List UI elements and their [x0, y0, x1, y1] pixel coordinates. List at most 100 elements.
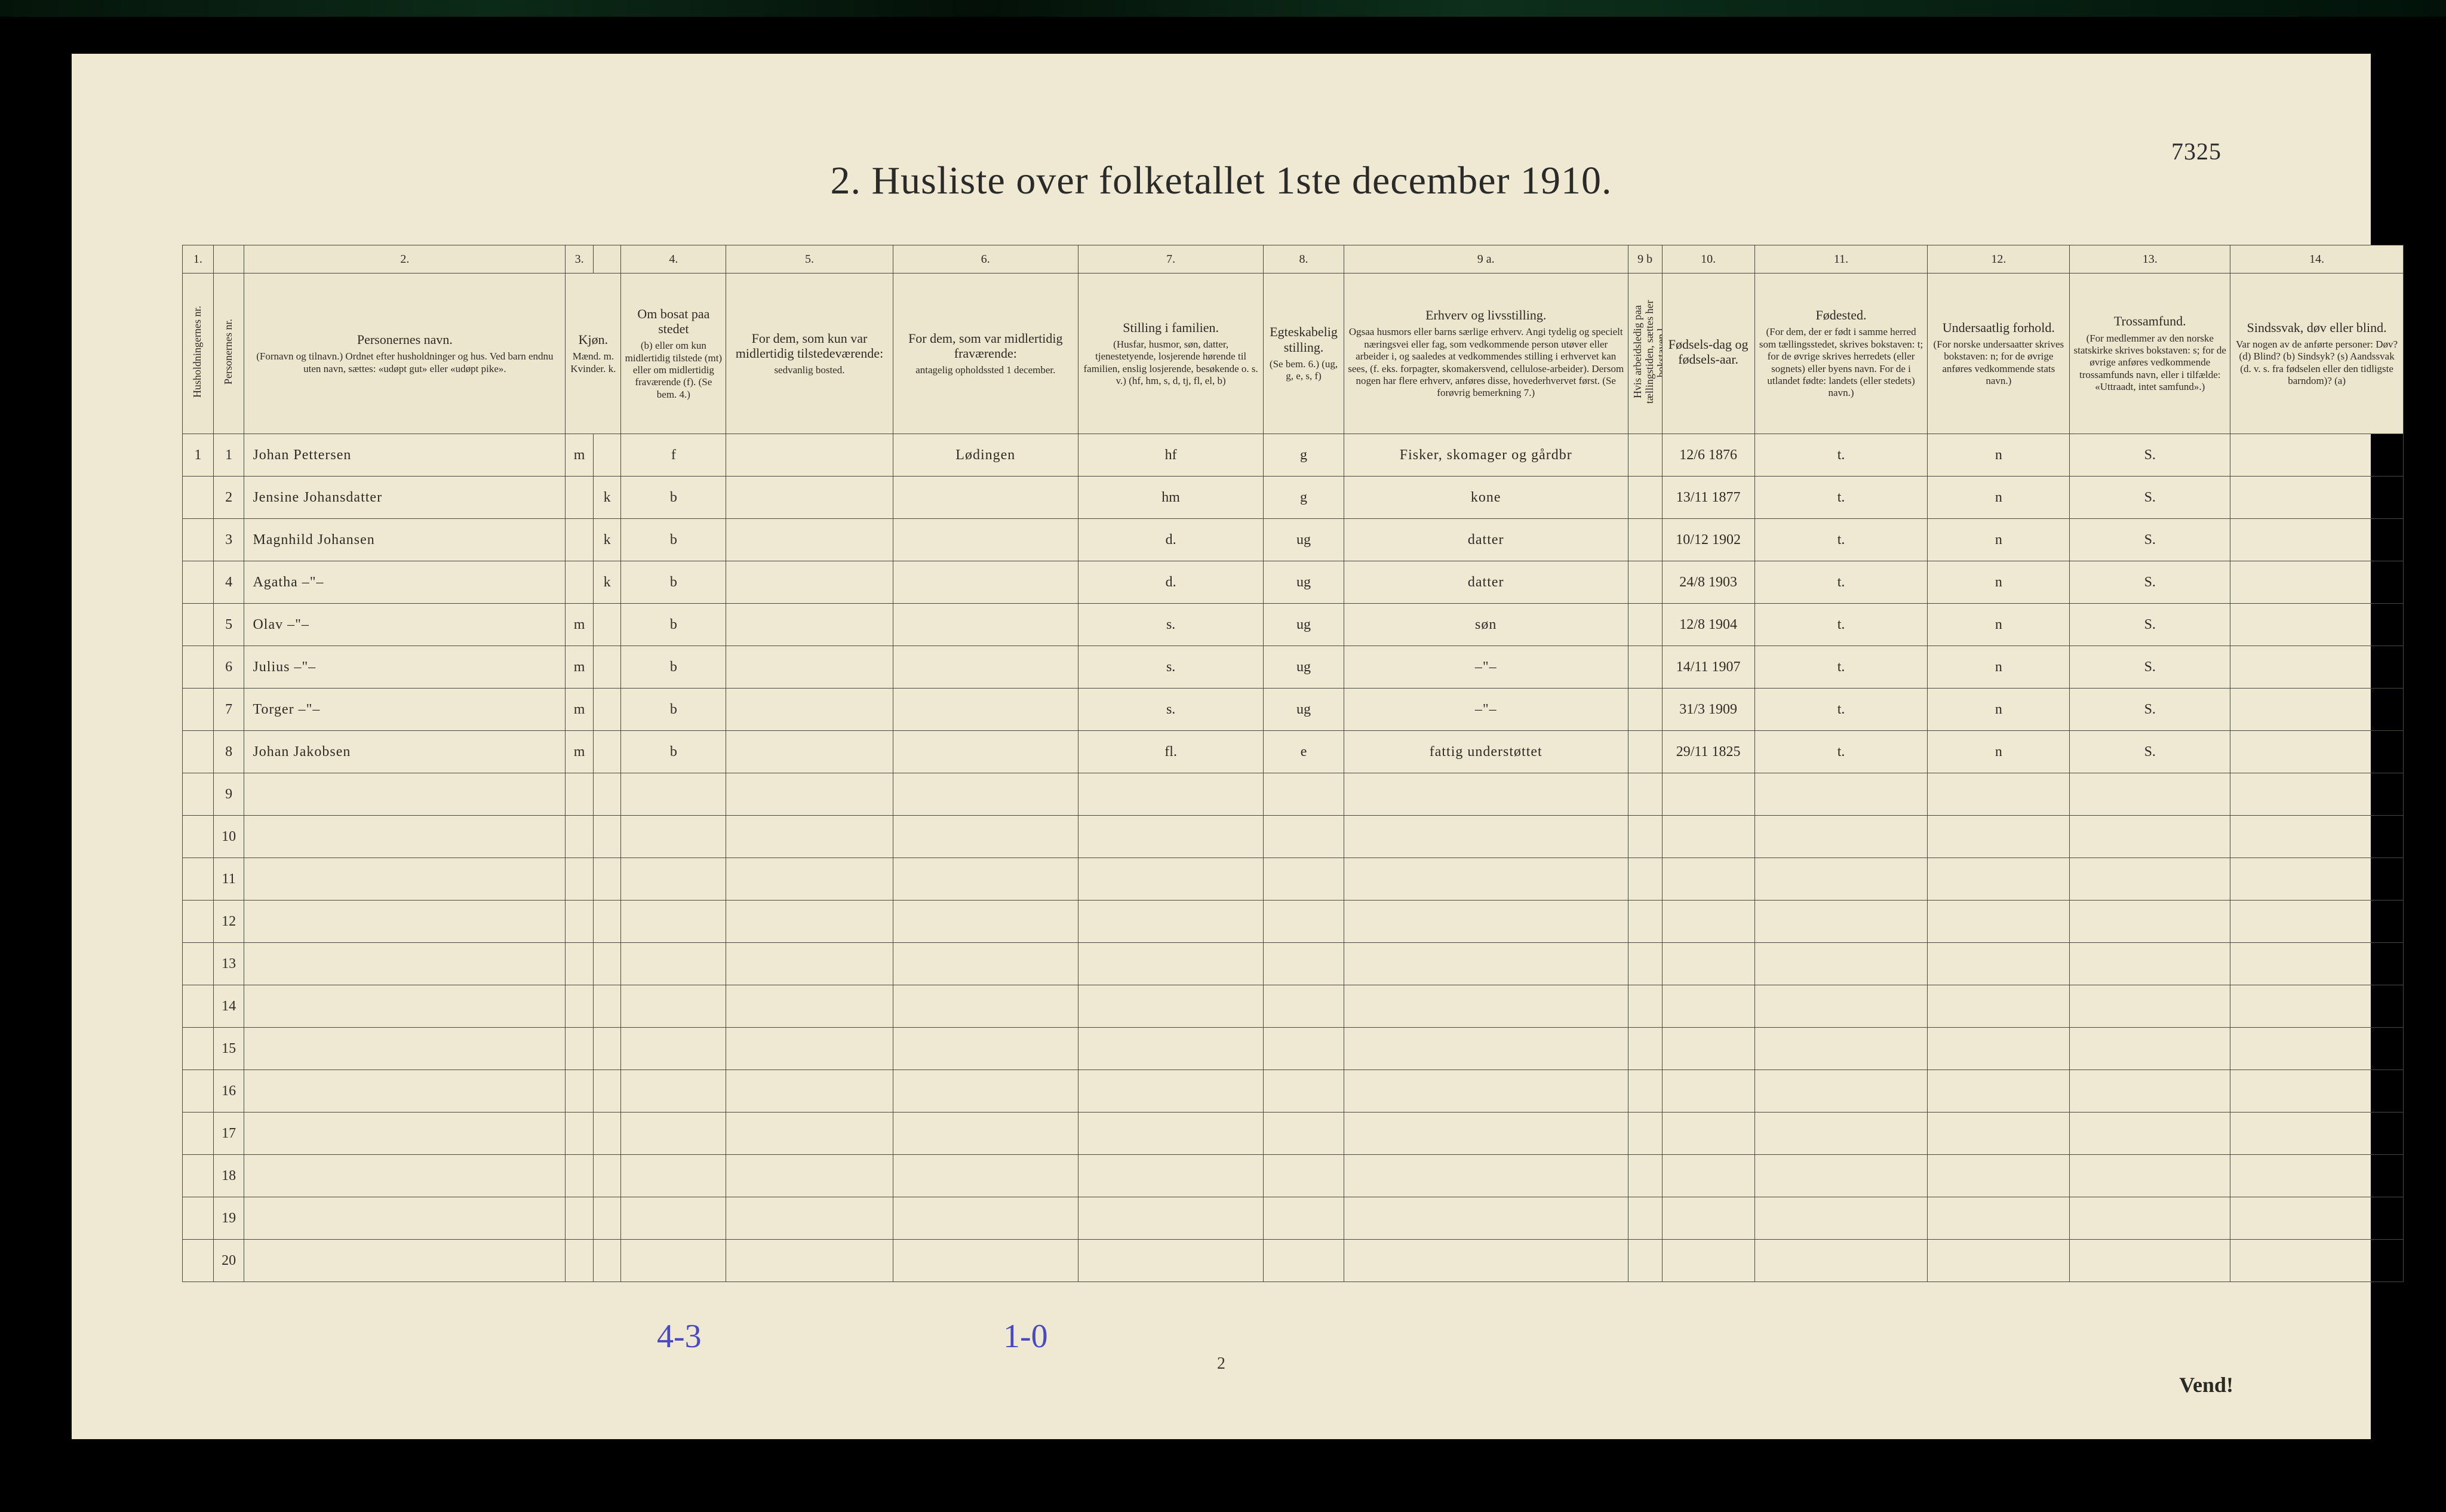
religion-cell [2070, 1113, 2230, 1155]
occupation-cell [1344, 985, 1628, 1028]
birthdate-cell [1662, 901, 1754, 943]
person-nr-cell: 4 [213, 561, 244, 604]
temp-present-cell [726, 816, 893, 858]
table-header: 1. 2. 3. 4. 5. 6. 7. 8. 9 a. 9 b 10. 11. [183, 245, 2404, 434]
birthdate-cell: 13/11 1877 [1662, 477, 1754, 519]
unemployed-cell [1628, 1155, 1662, 1197]
sex-m-cell: m [566, 434, 594, 477]
marital-cell [1264, 1240, 1344, 1282]
sex-k-cell [593, 689, 621, 731]
nationality-cell: n [1928, 646, 2070, 689]
marital-cell: e [1264, 731, 1344, 773]
temp-present-cell [726, 858, 893, 901]
table-row: 13 [183, 943, 2404, 985]
birthplace-cell [1754, 1028, 1928, 1070]
colnum-6: 6. [893, 245, 1078, 273]
person-nr-cell: 17 [213, 1113, 244, 1155]
temp-present-cell [726, 731, 893, 773]
temp-present-cell [726, 477, 893, 519]
birthplace-cell [1754, 1155, 1928, 1197]
person-nr-cell: 20 [213, 1240, 244, 1282]
residence-cell: b [621, 519, 726, 561]
birthdate-cell: 10/12 1902 [1662, 519, 1754, 561]
family-pos-cell: hf [1078, 434, 1263, 477]
sex-k-cell: k [593, 477, 621, 519]
table-row: 17 [183, 1113, 2404, 1155]
sex-k-cell: k [593, 561, 621, 604]
nationality-cell: n [1928, 561, 2070, 604]
scan-frame: 7325 2. Husliste over folketallet 1ste d… [0, 0, 2446, 1512]
family-pos-cell [1078, 858, 1263, 901]
occupation-cell [1344, 816, 1628, 858]
sex-k-cell [593, 646, 621, 689]
unemployed-cell [1628, 1113, 1662, 1155]
tally-annotation-left: 4-3 [657, 1317, 702, 1356]
unemployed-cell [1628, 434, 1662, 477]
sex-k-cell [593, 1070, 621, 1113]
colnum-14: 14. [2230, 245, 2404, 273]
temp-absent-cell [893, 1070, 1078, 1113]
birthplace-cell [1754, 1070, 1928, 1113]
person-nr-cell: 3 [213, 519, 244, 561]
household-nr-cell [183, 519, 214, 561]
birthdate-cell [1662, 1155, 1754, 1197]
sex-m-cell [566, 773, 594, 816]
colnum-10: 10. [1662, 245, 1754, 273]
sex-m-cell [566, 1240, 594, 1282]
occupation-cell [1344, 858, 1628, 901]
temp-absent-cell [893, 1113, 1078, 1155]
occupation-cell: kone [1344, 477, 1628, 519]
family-pos-cell: d. [1078, 561, 1263, 604]
birthplace-cell [1754, 1240, 1928, 1282]
person-nr-cell: 7 [213, 689, 244, 731]
sex-k-cell [593, 731, 621, 773]
census-table: 1. 2. 3. 4. 5. 6. 7. 8. 9 a. 9 b 10. 11. [182, 245, 2404, 1282]
hdr-birthdate: Fødsels-dag og fødsels-aar. [1662, 273, 1754, 434]
family-pos-cell: s. [1078, 646, 1263, 689]
unemployed-cell [1628, 689, 1662, 731]
birthdate-cell: 29/11 1825 [1662, 731, 1754, 773]
name-cell [244, 1028, 566, 1070]
sex-m-cell [566, 477, 594, 519]
hdr-sex: Kjøn. Mænd. m. Kvinder. k. [566, 273, 621, 434]
colnum-4: 4. [621, 245, 726, 273]
hdr-religion: Trossamfund. (For medlemmer av den norsk… [2070, 273, 2230, 434]
residence-cell: b [621, 477, 726, 519]
sex-k-cell [593, 985, 621, 1028]
disability-cell [2230, 1197, 2404, 1240]
sex-m-cell: m [566, 689, 594, 731]
marital-cell [1264, 1113, 1344, 1155]
family-pos-cell [1078, 1070, 1263, 1113]
unemployed-cell [1628, 858, 1662, 901]
unemployed-cell [1628, 773, 1662, 816]
birthdate-cell [1662, 816, 1754, 858]
colnum-7: 7. [1078, 245, 1263, 273]
religion-cell: S. [2070, 434, 2230, 477]
household-nr-cell [183, 689, 214, 731]
temp-absent-cell [893, 1028, 1078, 1070]
temp-absent-cell [893, 731, 1078, 773]
residence-cell [621, 1155, 726, 1197]
sex-m-cell [566, 816, 594, 858]
unemployed-cell [1628, 901, 1662, 943]
name-cell [244, 1240, 566, 1282]
marital-cell [1264, 943, 1344, 985]
temp-absent-cell [893, 1240, 1078, 1282]
footer-page-number: 2 [1217, 1354, 1225, 1373]
hdr-marital: Egteskabelig stilling. (Se bem. 6.) (ug,… [1264, 273, 1344, 434]
birthdate-cell [1662, 1070, 1754, 1113]
birthplace-cell [1754, 1113, 1928, 1155]
disability-cell [2230, 1113, 2404, 1155]
birthplace-cell [1754, 816, 1928, 858]
birthplace-cell [1754, 1197, 1928, 1240]
person-nr-cell: 1 [213, 434, 244, 477]
person-nr-cell: 12 [213, 901, 244, 943]
religion-cell [2070, 1070, 2230, 1113]
residence-cell: b [621, 561, 726, 604]
hdr-residence: Om bosat paa stedet (b) eller om kun mid… [621, 273, 726, 434]
birthplace-cell: t. [1754, 604, 1928, 646]
person-nr-cell: 13 [213, 943, 244, 985]
temp-absent-cell [893, 689, 1078, 731]
residence-cell [621, 901, 726, 943]
hdr-occupation: Erhverv og livsstilling. Ogsaa husmors e… [1344, 273, 1628, 434]
